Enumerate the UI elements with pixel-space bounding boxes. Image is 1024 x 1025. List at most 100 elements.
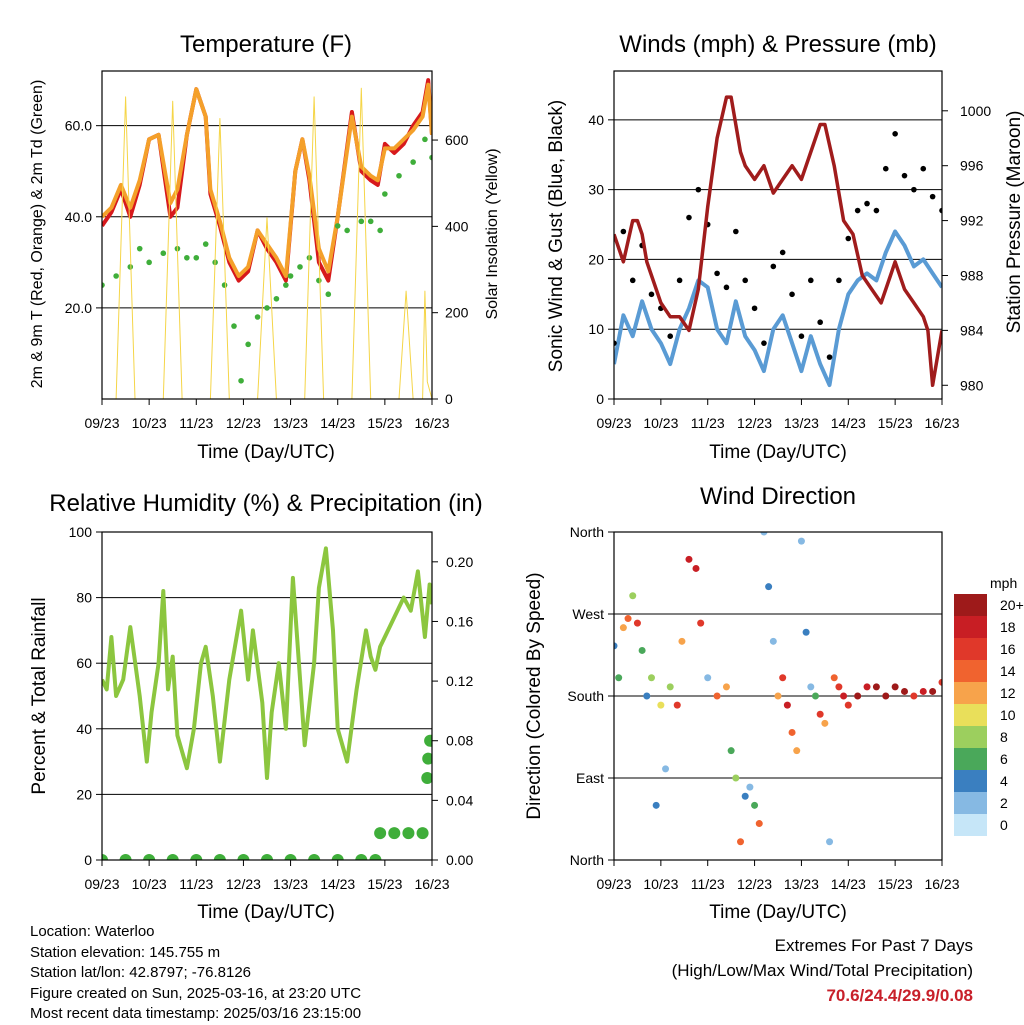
series-point — [245, 341, 251, 348]
x-tick-label: 12/23 — [737, 876, 772, 892]
series-point — [202, 241, 209, 247]
x-tick-label: 12/23 — [226, 415, 261, 431]
direction-point — [830, 674, 838, 682]
series-point — [146, 259, 152, 266]
series-point — [911, 186, 917, 193]
axes: 0 10 20 30 40 09/23 10/23 11/23 12/23 13/23 14/23 1… — [588, 70, 991, 431]
y2-axis-label: Solar Insolation (Yellow) — [484, 148, 501, 319]
x-tick-label: 09/23 — [84, 415, 119, 431]
direction-point — [629, 592, 637, 600]
x-tick-label: 11/23 — [179, 415, 213, 431]
series-point — [382, 191, 388, 197]
colorbar-label: 20+ — [1000, 597, 1024, 613]
direction-point — [774, 692, 782, 700]
series-point — [334, 223, 341, 229]
colorbar-swatch — [954, 660, 987, 682]
series-point — [826, 354, 833, 360]
temperature-panel: 20.0 40.0 60.0 09/23 10/23 11/23 12/23 13/23 14/… — [29, 31, 501, 463]
x-tick-label: 12/23 — [737, 415, 772, 431]
extremes-box: Extremes For Past 7 Days (High/Low/Max W… — [672, 933, 973, 1008]
series-point — [939, 207, 942, 214]
series-point — [287, 273, 294, 279]
direction-point — [769, 637, 777, 645]
series-point — [166, 854, 179, 860]
colorbar-swatch — [954, 616, 987, 638]
y2-tick-label: 0.20 — [446, 554, 473, 570]
x-tick-label: 11/23 — [691, 876, 725, 892]
series-point — [331, 854, 344, 860]
series-point — [920, 165, 927, 172]
series-point — [854, 207, 861, 214]
direction-point — [854, 692, 862, 700]
y-tick-label: 40 — [76, 721, 92, 737]
series-point — [367, 218, 374, 225]
series-point — [714, 270, 720, 277]
series-line — [614, 229, 942, 387]
y-tick-label: 60.0 — [65, 118, 92, 134]
series-point — [283, 282, 289, 288]
direction-point — [732, 774, 740, 782]
direction-point — [938, 678, 942, 686]
series-point — [808, 277, 814, 284]
series-point — [614, 340, 617, 346]
y-axis-label: 2m & 9m T (Red, Orange) & 2m Td (Green) — [29, 80, 46, 389]
colorbar-swatch — [954, 594, 987, 616]
series-point — [929, 193, 936, 200]
direction-point — [673, 701, 681, 709]
direction-point — [793, 747, 801, 755]
direction-point — [826, 838, 834, 846]
series-point — [789, 291, 795, 298]
x-tick-label: 14/23 — [320, 415, 355, 431]
y2-tick-label: 988 — [960, 267, 984, 283]
x-axis-label: Time (Day/UTC) — [709, 442, 847, 463]
series-point — [402, 827, 415, 840]
humidity-panel: 0 20 40 60 80 100 09/23 10/23 11/23 12/23 13/23 14/… — [29, 490, 483, 923]
series-point — [667, 333, 674, 339]
series-point — [686, 214, 692, 221]
colorbar-label: 8 — [1000, 729, 1008, 745]
y-axis-label: Sonic Wind & Gust (Blue, Black) — [546, 100, 567, 372]
series-point — [369, 854, 382, 860]
series-point — [892, 131, 898, 137]
direction-point — [737, 838, 745, 846]
direction-point — [910, 692, 918, 700]
direction-point — [807, 683, 815, 691]
series-point — [742, 277, 748, 284]
colorbar-label: 14 — [1000, 663, 1016, 679]
chart-title: Wind Direction — [700, 483, 856, 510]
direction-point — [678, 637, 686, 645]
colorbar-swatch — [954, 748, 987, 770]
direction-point — [666, 683, 674, 691]
colorbar-label: 4 — [1000, 773, 1008, 789]
y2-tick-label: 0 — [445, 391, 453, 407]
series-point — [648, 291, 655, 298]
plot-frame — [613, 531, 943, 861]
y-tick-label: 10 — [588, 321, 604, 337]
series-point — [695, 186, 702, 193]
series-point — [190, 854, 203, 860]
x-tick-label: 09/23 — [596, 876, 631, 892]
series-point — [396, 172, 402, 179]
y-tick-label: 20 — [76, 786, 92, 802]
direction-point — [929, 687, 937, 695]
direction-point — [872, 683, 880, 691]
x-tick-label: 16/23 — [924, 415, 959, 431]
direction-point — [614, 642, 618, 650]
y-axis-label: Percent & Total Rainfall — [29, 597, 50, 794]
x-tick-label: 15/23 — [878, 876, 913, 892]
plot-frame — [613, 70, 943, 400]
direction-point — [755, 820, 763, 828]
y2-tick-label: 0.00 — [446, 852, 473, 868]
data-series — [102, 78, 432, 399]
direction-point — [722, 683, 730, 691]
series-point — [426, 734, 432, 747]
direction-point — [633, 619, 641, 627]
series-point — [388, 827, 401, 840]
x-tick-label: 16/23 — [414, 876, 449, 892]
direction-point — [760, 532, 768, 536]
series-point — [422, 136, 428, 143]
series-point — [355, 854, 368, 860]
series-point — [733, 228, 739, 235]
x-tick-label: 11/23 — [179, 876, 213, 892]
series-point — [798, 333, 805, 339]
